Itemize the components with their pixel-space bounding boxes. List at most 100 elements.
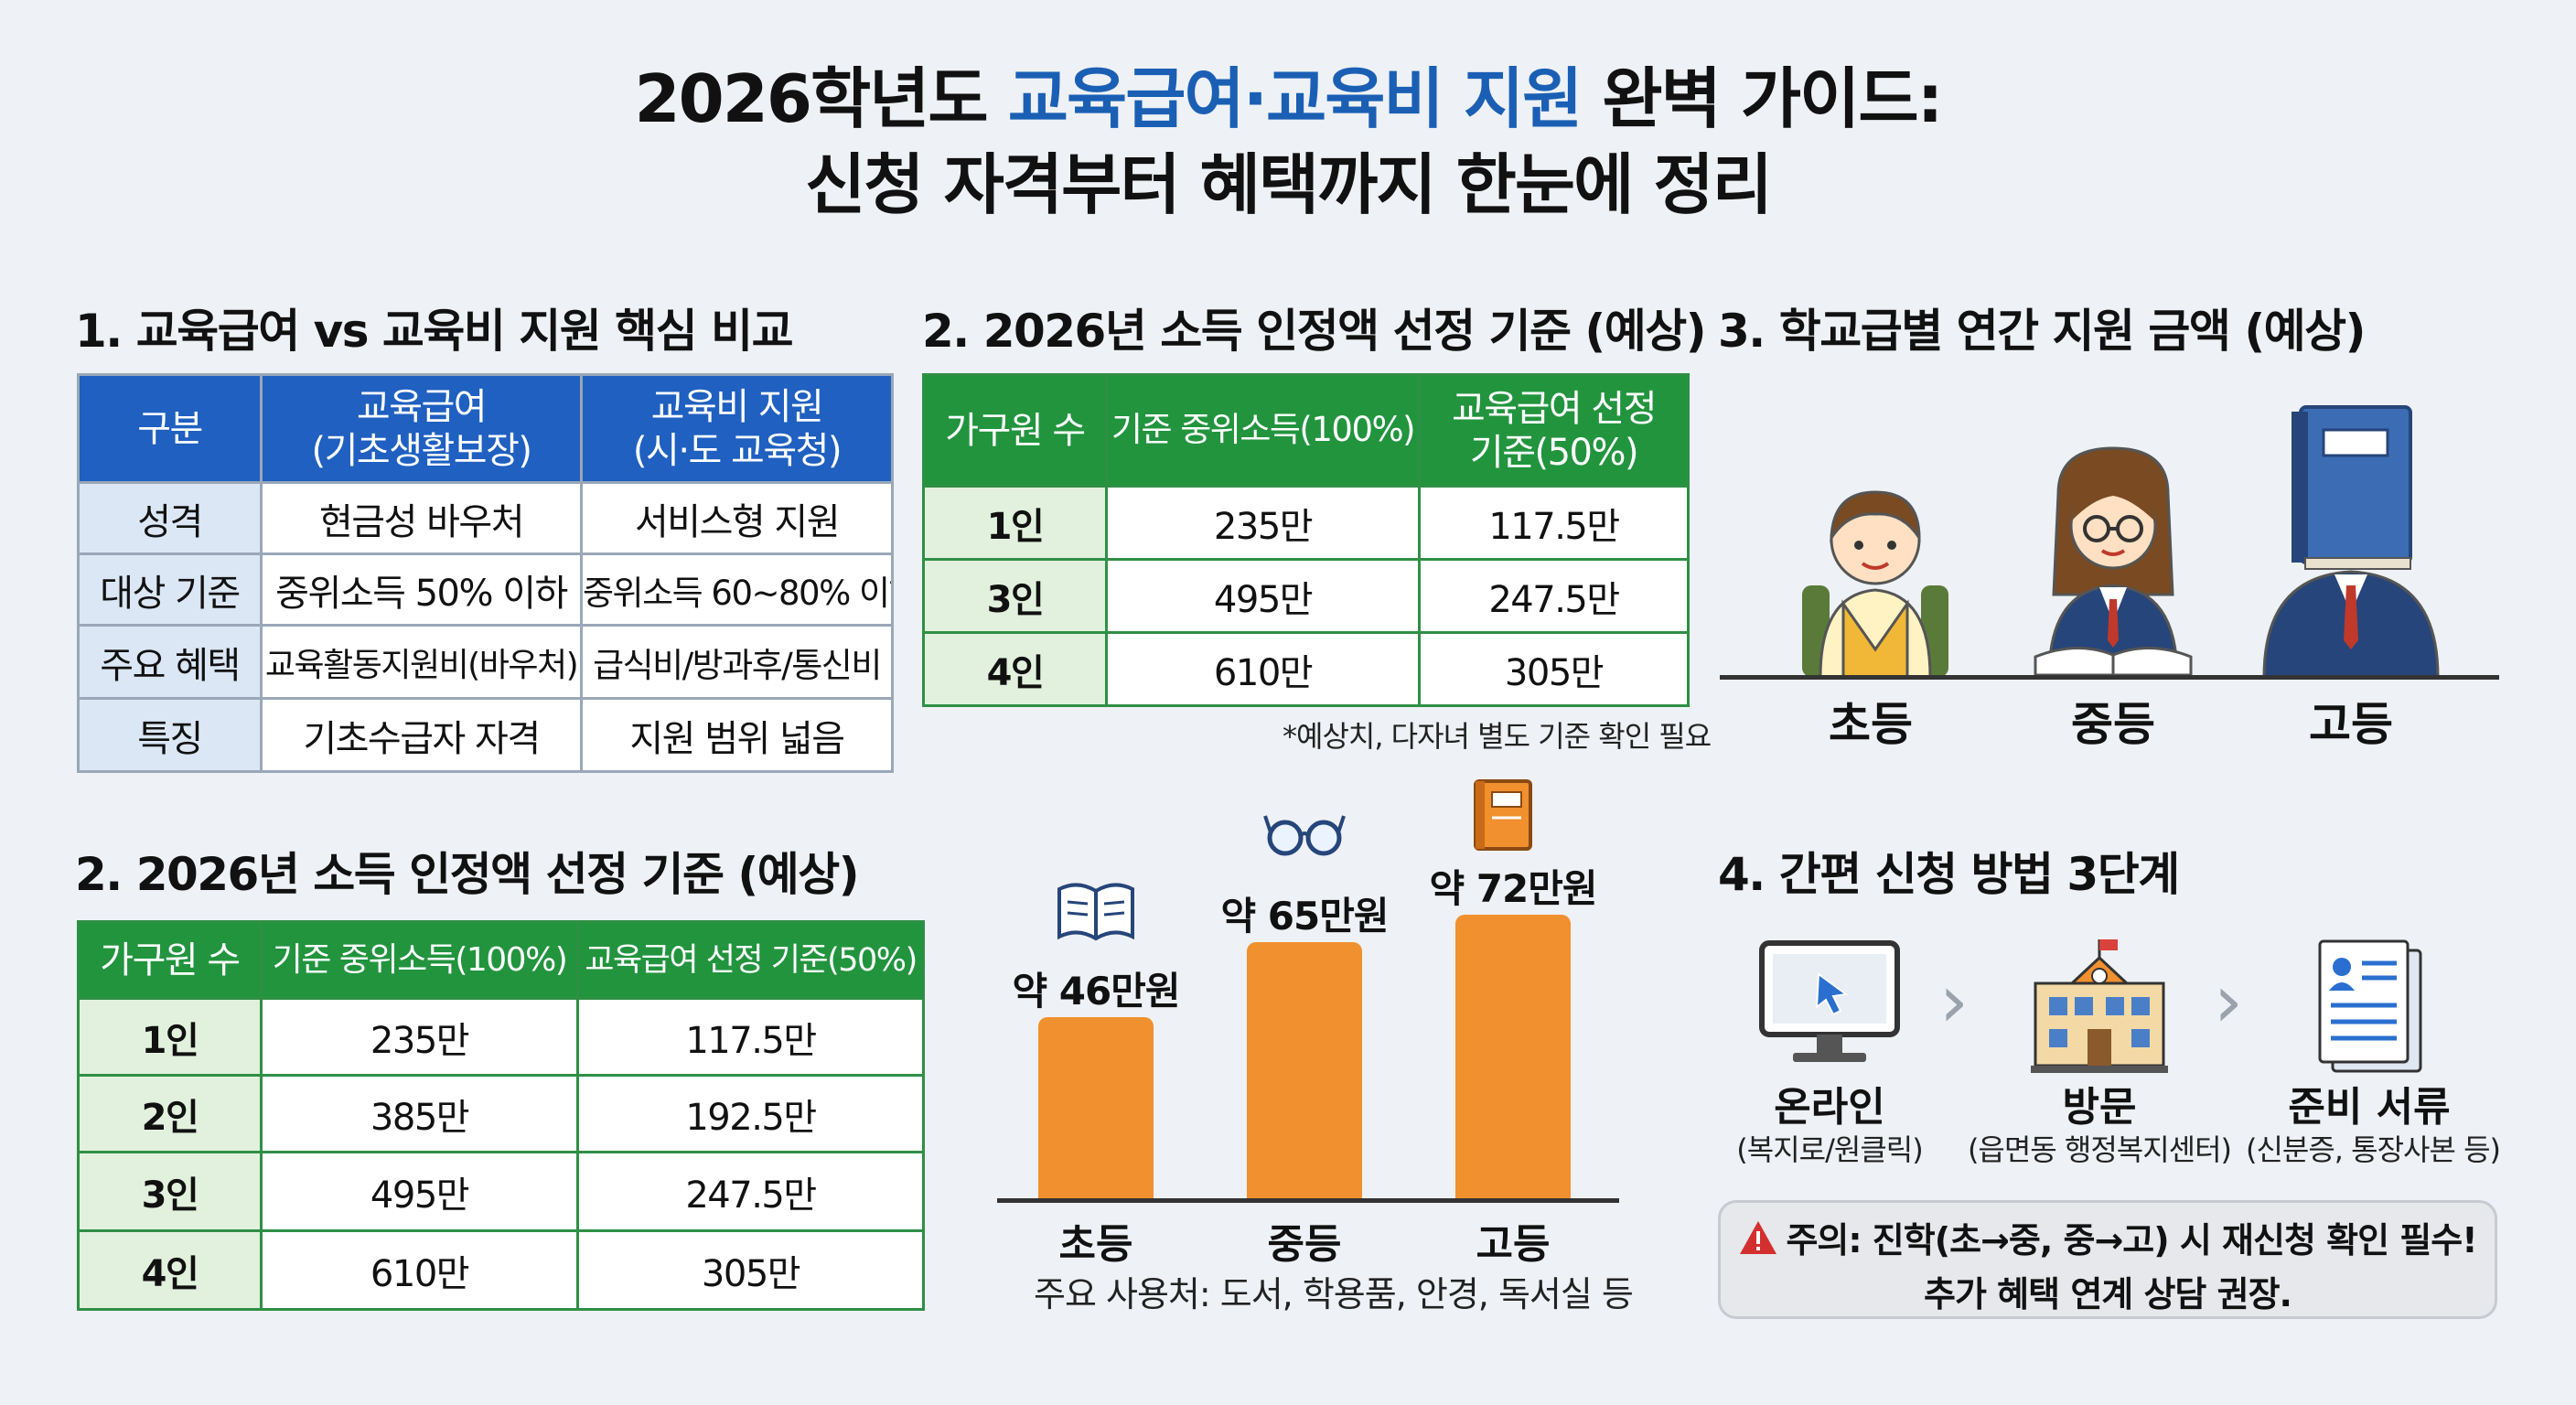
table-cell: 교육활동지원비(바우처) bbox=[260, 624, 583, 700]
compare-table: 구분 교육급여 (기초생활보장) 교육비 지원 (시·도 교육청) 성격 현금성 바… bbox=[77, 373, 894, 773]
row-header: 대상 기준 bbox=[77, 552, 263, 627]
table-row: 3인 495만 247.5만 bbox=[77, 1151, 925, 1232]
table-row: 1인 235만 117.5만 bbox=[922, 485, 1690, 561]
table-cell: 610만 bbox=[1105, 631, 1421, 707]
income-header-cell: 교육급여 선정 기준(50%) bbox=[576, 920, 925, 1000]
row-header: 1인 bbox=[922, 485, 1108, 561]
estimate-note: *예상치, 다자녀 별도 기준 확인 필요 bbox=[1283, 719, 1712, 754]
document-icon bbox=[2318, 939, 2422, 1073]
bar-category-label: 고등 bbox=[1476, 1221, 1551, 1268]
step-title: 온라인 bbox=[1774, 1084, 1885, 1131]
bar-value-label: 약 65만원 bbox=[1220, 894, 1390, 938]
elementary-student-icon bbox=[1802, 490, 1948, 677]
table-cell: 247.5만 bbox=[576, 1151, 925, 1232]
row-header: 1인 bbox=[77, 997, 263, 1077]
table-cell: 117.5만 bbox=[576, 997, 925, 1077]
table-cell: 중위소득 60~80% 이하 bbox=[580, 552, 894, 627]
bar-value-label: 약 72만원 bbox=[1429, 866, 1598, 911]
income-bottom-header-row: 가구원 수 기준 중위소득(100%) 교육급여 선정 기준(50%) bbox=[77, 920, 925, 1000]
row-header: 4인 bbox=[922, 631, 1108, 707]
table-cell: 중위소득 50% 이하 bbox=[260, 552, 583, 627]
bar-중등 bbox=[1247, 942, 1362, 1198]
table-cell: 247.5만 bbox=[1418, 558, 1690, 634]
table-row: 특징 기초수급자 자격 지원 범위 넓음 bbox=[77, 697, 894, 773]
bar-초등 bbox=[1038, 1017, 1154, 1198]
table-cell: 495만 bbox=[1105, 558, 1421, 634]
income-bottom-table: 가구원 수 기준 중위소득(100%) 교육급여 선정 기준(50%) 1인 2… bbox=[77, 920, 925, 1311]
apply-heading: 4. 간편 신청 방법 3단계 bbox=[1718, 848, 2180, 901]
title-highlight: 교육급여·교육비 지원 bbox=[1007, 60, 1583, 137]
step-subtitle: (복지로/원클릭) bbox=[1736, 1132, 1923, 1167]
step-chevron-icon: › bbox=[2214, 959, 2243, 1044]
school-building-icon bbox=[2031, 939, 2168, 1073]
title-line-1: 2026학년도 교육급여·교육비 지원 완벽 가이드: bbox=[634, 60, 1944, 137]
row-header: 2인 bbox=[77, 1074, 263, 1153]
step-chevron-icon: › bbox=[1939, 959, 1969, 1044]
compare-header-cell: 교육비 지원 (시·도 교육청) bbox=[580, 373, 894, 484]
income-top-header-row: 가구원 수 기준 중위소득(100%) 교육급여 선정 기준(50%) bbox=[922, 373, 1690, 488]
high-student-icon bbox=[2262, 405, 2440, 677]
school-level-label: 고등 bbox=[2309, 698, 2393, 751]
table-row: 1인 235만 117.5만 bbox=[77, 997, 925, 1077]
caution-line-1: 주의: 진학(초→중, 중→고) 시 재신청 확인 필수! bbox=[1721, 1216, 2495, 1270]
table-row: 4인 610만 305만 bbox=[922, 631, 1690, 707]
compare-header-cell: 교육급여 (기초생활보장) bbox=[260, 373, 583, 484]
table-cell: 235만 bbox=[260, 997, 579, 1077]
row-header: 4인 bbox=[77, 1229, 263, 1311]
table-cell: 610만 bbox=[260, 1229, 579, 1311]
table-row: 2인 385만 192.5만 bbox=[77, 1074, 925, 1153]
school-heading: 3. 학교급별 연간 지원 금액 (예상) bbox=[1718, 305, 2367, 358]
table-row: 3인 495만 247.5만 bbox=[922, 558, 1690, 634]
table-cell: 현금성 바우처 bbox=[260, 481, 583, 555]
compare-heading: 1. 교육급여 vs 교육비 지원 핵심 비교 bbox=[75, 305, 794, 358]
page-title: 2026학년도 교육급여·교육비 지원 완벽 가이드: 신청 자격부터 혜택까지… bbox=[0, 57, 2576, 228]
table-row: 성격 현금성 바우처 서비스형 지원 bbox=[77, 481, 894, 555]
table-cell: 305만 bbox=[1418, 631, 1690, 707]
income-header-cell: 기준 중위소득(100%) bbox=[1105, 373, 1421, 488]
row-header: 성격 bbox=[77, 481, 263, 555]
income-header-cell: 가구원 수 bbox=[77, 920, 263, 1000]
table-cell: 305만 bbox=[576, 1229, 925, 1311]
step-title: 준비 서류 bbox=[2288, 1084, 2451, 1131]
income-top-heading: 2. 2026년 소득 인정액 선정 기준 (예상) bbox=[922, 305, 1707, 358]
table-cell: 235만 bbox=[1105, 485, 1421, 561]
step-title: 방문 bbox=[2062, 1084, 2137, 1131]
school-level-label: 중등 bbox=[2071, 698, 2155, 751]
computer-icon bbox=[1759, 940, 1900, 1062]
income-top-table: 가구원 수 기준 중위소득(100%) 교육급여 선정 기준(50%) 1인 23… bbox=[922, 373, 1690, 707]
table-cell: 서비스형 지원 bbox=[580, 481, 894, 555]
income-bottom-heading: 2. 2026년 소득 인정액 선정 기준 (예상) bbox=[75, 848, 860, 901]
table-row: 대상 기준 중위소득 50% 이하 중위소득 60~80% 이하 bbox=[77, 552, 894, 627]
table-row: 4인 610만 305만 bbox=[77, 1229, 925, 1311]
step-subtitle: (읍면동 행정복지센터) bbox=[1967, 1132, 2232, 1167]
chart-baseline bbox=[997, 1198, 1619, 1203]
warning-icon bbox=[1738, 1219, 1778, 1270]
table-cell: 495만 bbox=[260, 1151, 579, 1232]
table-cell: 192.5만 bbox=[576, 1074, 925, 1153]
table-cell: 지원 범위 넓음 bbox=[580, 697, 894, 773]
row-header: 3인 bbox=[922, 558, 1108, 634]
title-line-2: 신청 자격부터 혜택까지 한눈에 정리 bbox=[805, 145, 1773, 223]
bar-category-label: 초등 bbox=[1058, 1221, 1133, 1268]
school-level-label: 초등 bbox=[1829, 698, 1913, 751]
table-cell: 385만 bbox=[260, 1074, 579, 1153]
income-header-cell: 교육급여 선정 기준(50%) bbox=[1418, 373, 1690, 488]
row-header: 주요 혜택 bbox=[77, 624, 263, 700]
compare-header-row: 구분 교육급여 (기초생활보장) 교육비 지원 (시·도 교육청) bbox=[77, 373, 894, 484]
compare-header-cell: 구분 bbox=[77, 373, 263, 484]
school-baseline bbox=[1720, 675, 2499, 680]
caution-line-2: 추가 혜택 연계 상담 권장. bbox=[1924, 1274, 2292, 1315]
table-cell: 급식비/방과후/통신비 bbox=[580, 624, 894, 700]
table-cell: 117.5만 bbox=[1418, 485, 1690, 561]
open-book-icon bbox=[1055, 880, 1137, 948]
income-header-cell: 기준 중위소득(100%) bbox=[260, 920, 579, 1000]
book-icon bbox=[1472, 778, 1536, 858]
income-header-cell: 가구원 수 bbox=[922, 373, 1108, 488]
table-row: 주요 혜택 교육활동지원비(바우처) 급식비/방과후/통신비 bbox=[77, 624, 894, 700]
bar-value-label: 약 46만원 bbox=[1012, 969, 1181, 1014]
caution-box: 주의: 진학(초→중, 중→고) 시 재신청 확인 필수! 추가 혜택 연계 상… bbox=[1718, 1200, 2497, 1319]
chart-caption: 주요 사용처: 도서, 학용품, 안경, 독서실 등 bbox=[1034, 1274, 1634, 1314]
middle-student-icon bbox=[2034, 446, 2193, 677]
bar-category-label: 중등 bbox=[1267, 1221, 1342, 1268]
